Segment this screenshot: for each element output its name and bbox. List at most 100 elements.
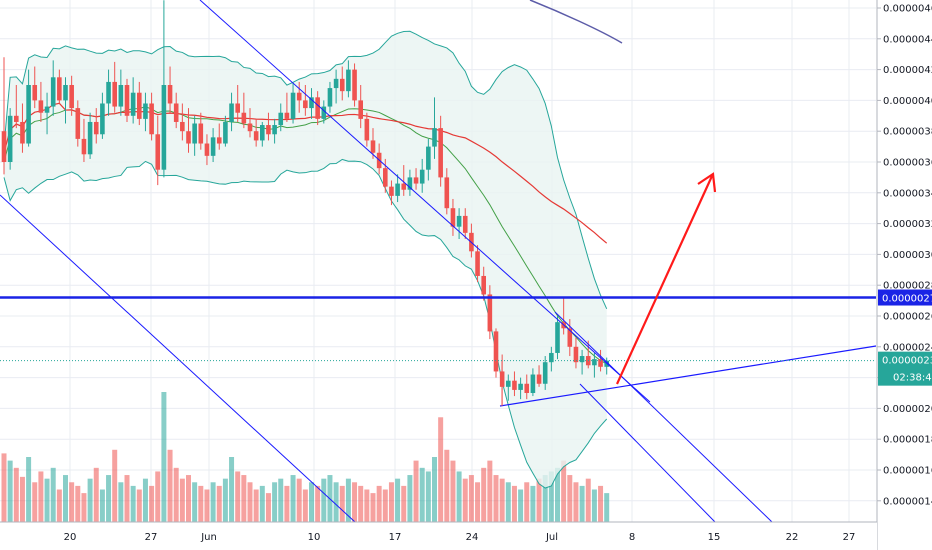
candle-body[interactable] <box>278 112 284 126</box>
candle-body[interactable] <box>223 121 228 144</box>
candle-body[interactable] <box>518 383 523 390</box>
candle-body[interactable] <box>87 121 93 155</box>
candle-body[interactable] <box>303 100 308 109</box>
candle-body[interactable] <box>137 92 142 119</box>
candle-body[interactable] <box>296 92 302 101</box>
candle-body[interactable] <box>592 359 597 366</box>
candle-body[interactable] <box>210 137 216 156</box>
candle-body[interactable] <box>321 106 327 119</box>
candle-body[interactable] <box>462 215 468 233</box>
candle-body[interactable] <box>7 115 13 162</box>
candle-body[interactable] <box>487 294 493 332</box>
candle-body[interactable] <box>216 137 222 144</box>
candle-body[interactable] <box>26 85 31 144</box>
candle-body[interactable] <box>93 121 99 135</box>
candle-body[interactable] <box>284 112 290 119</box>
candle-body[interactable] <box>167 85 173 104</box>
candle-body[interactable] <box>333 78 339 89</box>
candle-body[interactable] <box>75 108 81 139</box>
candle-body[interactable] <box>407 177 413 190</box>
candle-body[interactable] <box>173 103 179 122</box>
candle-body[interactable] <box>327 88 333 107</box>
candle-body[interactable] <box>235 103 240 113</box>
candle-body[interactable] <box>149 103 154 135</box>
candle-body[interactable] <box>383 168 388 187</box>
candle-body[interactable] <box>20 121 25 144</box>
candle-body[interactable] <box>401 183 407 190</box>
candle-body[interactable] <box>450 208 456 227</box>
last-price-tag[interactable] <box>878 351 932 386</box>
candle-body[interactable] <box>530 374 536 393</box>
candle-body[interactable] <box>370 140 376 153</box>
candle-body[interactable] <box>241 112 247 124</box>
candle-body[interactable] <box>536 374 542 384</box>
channel-upper-line[interactable] <box>199 0 651 403</box>
candle-body[interactable] <box>32 85 38 101</box>
wedge-upper-line[interactable] <box>554 311 773 523</box>
candle-body[interactable] <box>155 134 161 170</box>
candle-body[interactable] <box>118 85 124 107</box>
candle-body[interactable] <box>512 380 517 390</box>
candle-body[interactable] <box>112 81 117 107</box>
projection-arrow-shaft[interactable] <box>615 175 714 385</box>
candle-body[interactable] <box>493 331 499 372</box>
candle-body[interactable] <box>413 177 419 184</box>
level-price-tag[interactable] <box>878 289 932 306</box>
candle-body[interactable] <box>44 106 50 113</box>
candle-body[interactable] <box>481 275 486 295</box>
candle-body[interactable] <box>598 359 603 367</box>
candle-body[interactable] <box>161 85 167 170</box>
candle-body[interactable] <box>266 125 271 135</box>
candle-body[interactable] <box>358 100 363 119</box>
candle-body[interactable] <box>309 97 314 109</box>
candle-body[interactable] <box>14 115 19 122</box>
candle-body[interactable] <box>124 85 130 116</box>
candle-body[interactable] <box>346 69 351 92</box>
candle-body[interactable] <box>364 118 370 141</box>
candle-body[interactable] <box>186 131 191 144</box>
drawing-tools[interactable] <box>0 0 877 523</box>
price-axis[interactable]: 0.00000460 0.00000440 0.00000420 0.00000400… <box>876 0 932 550</box>
support-trend-line[interactable] <box>499 345 877 407</box>
candle-body[interactable] <box>290 92 296 119</box>
candle-body[interactable] <box>130 92 136 116</box>
candle-body[interactable] <box>444 177 450 209</box>
candle-body[interactable] <box>69 85 74 109</box>
candle-body[interactable] <box>567 328 573 347</box>
candle-body[interactable] <box>506 380 511 387</box>
candle-body[interactable] <box>426 146 431 170</box>
candle-body[interactable] <box>81 138 87 155</box>
candle-body[interactable] <box>50 77 56 107</box>
candle-body[interactable] <box>352 69 357 101</box>
candle-body[interactable] <box>198 123 204 144</box>
candle-body[interactable] <box>1 131 7 162</box>
candle-body[interactable] <box>253 131 259 141</box>
candle-body[interactable] <box>555 322 560 353</box>
candle-body[interactable] <box>63 85 68 101</box>
candle-body[interactable] <box>204 143 210 156</box>
candle-body[interactable] <box>315 97 320 119</box>
candle-body[interactable] <box>57 77 62 101</box>
wedge-lower-line[interactable] <box>579 383 716 523</box>
candle-body[interactable] <box>432 128 437 147</box>
candle-body[interactable] <box>229 103 234 122</box>
candle-body[interactable] <box>524 383 530 393</box>
candle-body[interactable] <box>395 183 400 196</box>
candle-body[interactable] <box>475 251 480 276</box>
candle-body[interactable] <box>180 121 185 132</box>
candle-body[interactable] <box>106 81 111 104</box>
candle-body[interactable] <box>579 356 585 363</box>
candle-body[interactable] <box>260 125 265 141</box>
channel-lower-line[interactable] <box>0 194 356 523</box>
candle-body[interactable] <box>100 103 105 135</box>
candle-body[interactable] <box>247 123 253 132</box>
candle-body[interactable] <box>549 352 554 363</box>
candle-body[interactable] <box>192 123 197 144</box>
date-axis[interactable]: 20 27 Jun 10 17 24 Jul 8 15 22 27 <box>0 521 877 550</box>
candlestick-series[interactable] <box>1 0 609 406</box>
candle-body[interactable] <box>339 78 345 92</box>
candle-body[interactable] <box>438 128 443 178</box>
candle-body[interactable] <box>389 186 394 196</box>
